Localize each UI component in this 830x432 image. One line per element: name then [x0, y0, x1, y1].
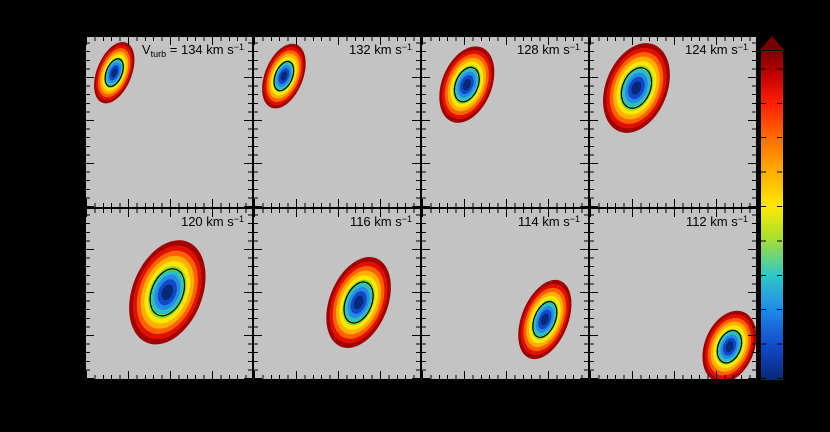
- panel: 128 km s−1: [421, 36, 589, 208]
- contour-blob: [326, 257, 391, 348]
- panel-label: 124 km s−1: [684, 42, 748, 57]
- colorbar-ticks-right: [777, 50, 782, 379]
- panel-grid: Vturb = 134 km s−1 132 km s−1 128 km s−1 12…: [85, 36, 757, 380]
- contour-blob: [603, 43, 670, 133]
- panel-label: Vturb = 134 km s−1: [141, 42, 244, 59]
- contour-blob: [439, 46, 495, 123]
- panel: Vturb = 134 km s−1: [85, 36, 253, 208]
- panel-label: 114 km s−1: [517, 214, 580, 229]
- panel: 120 km s−1: [85, 208, 253, 380]
- panel-label: 128 km s−1: [516, 42, 580, 57]
- panel-label: 116 km s−1: [349, 214, 412, 229]
- panel: 112 km s−1: [589, 208, 757, 380]
- panel-label: 120 km s−1: [180, 214, 244, 229]
- contour-blob: [702, 310, 756, 379]
- panel: 116 km s−1: [253, 208, 421, 380]
- colorbar: [760, 36, 784, 381]
- panel: 114 km s−1: [421, 208, 589, 380]
- contour-blob: [262, 43, 306, 109]
- contour-blob: [129, 240, 206, 345]
- colorbar-ticks-left: [761, 50, 766, 379]
- panel-label: 112 km s−1: [685, 214, 748, 229]
- panel-label: 132 km s−1: [348, 42, 412, 57]
- panel: 124 km s−1: [589, 36, 757, 208]
- contour-blob: [94, 42, 135, 104]
- panel: 132 km s−1: [253, 36, 421, 208]
- contour-blob: [518, 279, 572, 360]
- colorbar-arrow: [760, 36, 784, 50]
